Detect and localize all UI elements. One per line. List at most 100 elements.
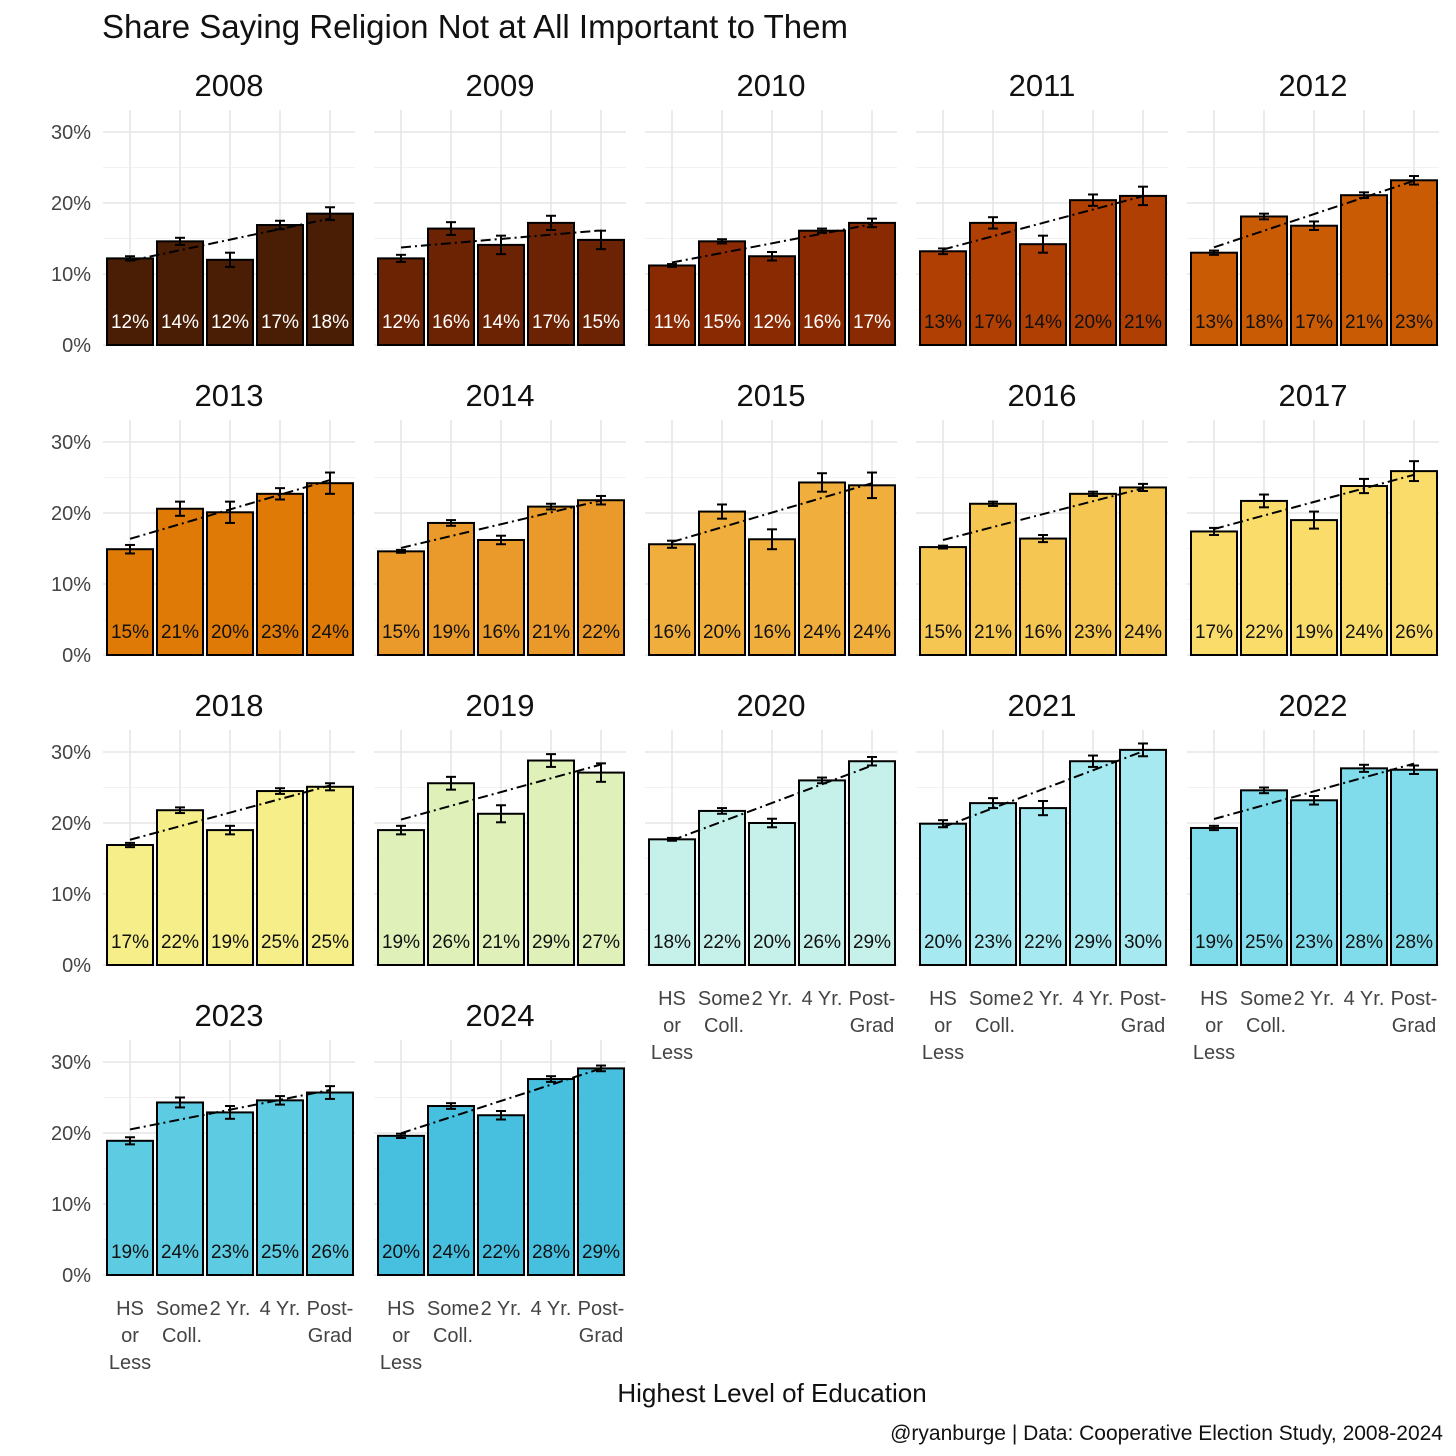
facet-panel-2022: 2022 19% 25% 23% 28% 28% HS or Less Some Coll. 2 Yr…	[1187, 688, 1439, 1064]
x-tick-label: Some	[427, 1298, 479, 1320]
bar	[1340, 194, 1388, 346]
data-label: 16%	[653, 622, 691, 643]
x-tick-label: Less	[380, 1352, 422, 1374]
bar	[848, 221, 896, 347]
x-tick-label: Grad	[850, 1015, 894, 1037]
y-tick-label: 20%	[51, 1123, 91, 1145]
x-tick-label: Post-	[1391, 988, 1438, 1010]
facet-panel-2009: 2009 12% 16% 14% 17% 15%	[374, 68, 626, 347]
facet-title: 2011	[1009, 68, 1076, 103]
x-tick-label: 2 Yr.	[1023, 988, 1064, 1010]
bar	[919, 250, 967, 346]
data-label: 12%	[753, 312, 791, 333]
data-label: 29%	[532, 932, 570, 953]
x-tick-label: Some	[1240, 988, 1292, 1010]
x-tick-label: HS	[116, 1298, 144, 1320]
x-tick-label: Grad	[1392, 1015, 1436, 1037]
data-label: 25%	[261, 1242, 299, 1263]
bar	[306, 212, 354, 346]
facet-panel-2010: 2010 11% 15% 12% 16% 17%	[645, 68, 897, 347]
facet-title: 2019	[466, 688, 535, 723]
data-label: 17%	[853, 312, 891, 333]
bar	[1069, 492, 1117, 656]
bar	[427, 782, 475, 966]
facet-panel-2013: 2013 0% 10% 20% 30% 15% 21% 20% 23% 24%	[51, 378, 355, 667]
facet-title: 2023	[195, 998, 264, 1033]
trend-line	[400, 1067, 602, 1135]
bar	[919, 546, 967, 657]
data-label: 23%	[1074, 622, 1112, 643]
data-label: 14%	[1024, 312, 1062, 333]
data-label: 22%	[582, 622, 620, 643]
bar	[577, 771, 625, 967]
y-tick-label: 20%	[51, 193, 91, 215]
trend-line	[671, 764, 873, 842]
data-label: 16%	[803, 312, 841, 333]
bar	[1019, 807, 1067, 967]
bar	[698, 510, 746, 656]
bar	[527, 759, 575, 967]
bar	[156, 1101, 204, 1276]
data-label: 29%	[853, 932, 891, 953]
trend-line	[129, 1088, 331, 1131]
trend-line	[942, 195, 1144, 251]
x-tick-label: Post-	[578, 1298, 625, 1320]
facet-title: 2014	[466, 378, 535, 413]
facet-panel-2016: 2016 15% 21% 16% 23% 24%	[916, 378, 1168, 657]
bar	[1119, 194, 1167, 346]
facet-title: 2009	[466, 68, 535, 103]
data-label: 20%	[211, 622, 249, 643]
bar	[577, 238, 625, 346]
x-tick-label: Less	[109, 1352, 151, 1374]
data-label: 24%	[161, 1242, 199, 1263]
data-label: 18%	[311, 312, 349, 333]
bar	[477, 243, 525, 346]
trend-line	[1213, 762, 1415, 820]
bar	[798, 779, 846, 967]
data-label: 22%	[482, 1242, 520, 1263]
y-tick-label: 10%	[51, 1194, 91, 1216]
bar	[648, 264, 696, 347]
data-label: 19%	[432, 622, 470, 643]
x-tick-label: Post-	[1120, 988, 1167, 1010]
bar	[577, 1067, 625, 1277]
x-tick-label: Coll.	[162, 1325, 202, 1347]
bar	[1119, 486, 1167, 656]
y-tick-label: 0%	[62, 645, 91, 667]
data-label: 15%	[703, 312, 741, 333]
data-label: 19%	[382, 932, 420, 953]
data-label: 28%	[1345, 932, 1383, 953]
bar	[106, 844, 154, 967]
data-label: 24%	[803, 622, 841, 643]
bar	[377, 829, 425, 966]
data-label: 18%	[1245, 312, 1283, 333]
data-label: 12%	[211, 312, 249, 333]
facet-panel-2019: 2019 19% 26% 21% 29% 27%	[374, 688, 626, 967]
trend-line	[1213, 179, 1415, 249]
data-label: 29%	[582, 1242, 620, 1263]
facet-panel-2012: 2012 13% 18% 17% 21% 23%	[1187, 68, 1439, 346]
data-label: 23%	[1295, 932, 1333, 953]
bar	[1340, 485, 1388, 656]
data-label: 16%	[1024, 622, 1062, 643]
facet-title: 2012	[1279, 68, 1348, 103]
data-label: 17%	[111, 932, 149, 953]
data-label: 30%	[1124, 932, 1162, 953]
data-label: 22%	[161, 932, 199, 953]
bar	[1019, 537, 1067, 656]
bar	[748, 538, 796, 657]
bar	[1290, 224, 1338, 346]
data-label: 21%	[161, 622, 199, 643]
data-label: 21%	[974, 622, 1012, 643]
trend-line	[129, 784, 331, 841]
bar	[477, 1114, 525, 1276]
facet-title: 2016	[1008, 378, 1077, 413]
x-tick-label: or	[121, 1325, 139, 1347]
x-tick-label: Some	[698, 988, 750, 1010]
data-label: 23%	[211, 1242, 249, 1263]
data-label: 20%	[382, 1242, 420, 1263]
data-label: 24%	[853, 622, 891, 643]
data-label: 23%	[261, 622, 299, 643]
data-label: 26%	[311, 1242, 349, 1263]
